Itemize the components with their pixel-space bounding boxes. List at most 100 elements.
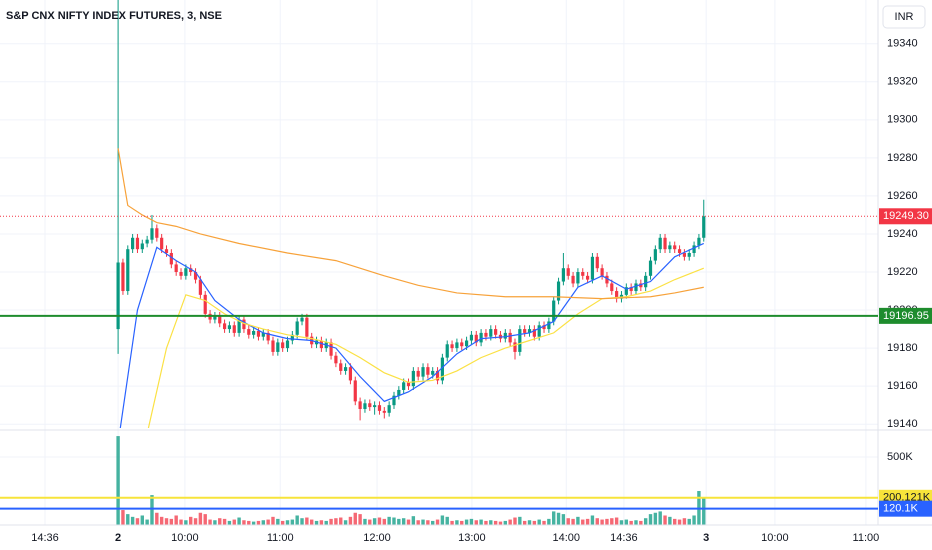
volume-bar xyxy=(435,519,440,525)
axes: 1914019160191801920019220192401926019280… xyxy=(31,38,932,544)
volume-bar xyxy=(126,514,130,525)
volume-bar xyxy=(450,520,454,525)
volume-bar xyxy=(619,520,624,525)
volume-bar xyxy=(242,520,246,525)
candle-body xyxy=(213,315,217,320)
volume-bar xyxy=(193,518,198,525)
candle-body xyxy=(668,245,672,250)
candle-body xyxy=(363,403,367,409)
volume-bar xyxy=(339,517,343,525)
y2-tick-label: 500K xyxy=(887,451,913,463)
volume-bar xyxy=(566,518,570,525)
volume-bar xyxy=(334,518,338,525)
volume-bar xyxy=(682,518,687,525)
candle-body xyxy=(576,272,580,284)
x-tick-label: 10:00 xyxy=(761,532,789,544)
candle-body xyxy=(653,249,657,261)
volume-bar xyxy=(431,520,435,525)
candle-body xyxy=(252,330,256,335)
volume-bar xyxy=(290,519,295,525)
candle-body xyxy=(135,237,140,250)
chart-title: S&P CNX NIFTY INDEX FUTURES, 3, NSE xyxy=(6,10,222,22)
currency-button[interactable] xyxy=(882,5,926,29)
volume-bar xyxy=(518,516,522,525)
candle-body xyxy=(677,249,682,253)
volume-bar xyxy=(295,515,299,525)
candle-body xyxy=(329,342,333,356)
volume-bar xyxy=(576,516,580,525)
candle-body xyxy=(489,329,493,337)
candle-body xyxy=(411,370,415,387)
volume-bar xyxy=(218,518,222,525)
candle-body xyxy=(629,287,633,292)
candle-body xyxy=(610,283,614,292)
candle-body xyxy=(644,275,648,288)
y-tick-label: 19240 xyxy=(887,228,918,240)
price-label: 19249.30 xyxy=(883,210,929,222)
candle-body xyxy=(266,332,270,341)
candle-body xyxy=(484,332,488,337)
x-tick-label: 14:00 xyxy=(553,532,581,544)
volume-bar xyxy=(377,517,382,525)
volume-bar xyxy=(663,515,667,525)
volume-bar xyxy=(585,518,590,525)
candle-body xyxy=(702,216,706,238)
candle-body xyxy=(663,237,667,250)
candle-body xyxy=(503,332,507,339)
candle-body xyxy=(179,272,183,276)
x-tick-label: 14:36 xyxy=(610,532,638,544)
volume-bar xyxy=(116,436,120,525)
candle-body xyxy=(392,395,396,406)
volume-bar xyxy=(460,520,464,525)
candle-body xyxy=(319,340,323,349)
volume-bar xyxy=(561,514,566,525)
x-tick-label: 10:00 xyxy=(171,532,199,544)
volume-bar xyxy=(363,518,367,525)
volume-bar xyxy=(256,520,261,525)
volume-bar xyxy=(266,519,270,525)
candle-body xyxy=(561,268,565,282)
candle-body xyxy=(673,245,677,250)
candle-body xyxy=(624,287,628,295)
volume-bar xyxy=(498,521,503,525)
y-tick-label: 19220 xyxy=(887,266,918,278)
volume-bar xyxy=(382,518,387,525)
candle-body xyxy=(261,332,265,337)
candle-body xyxy=(184,268,188,276)
candle-body xyxy=(508,332,512,343)
volume-bar xyxy=(319,520,324,525)
candle-body xyxy=(232,325,236,333)
volume-bar xyxy=(600,519,604,525)
ma-line xyxy=(117,148,704,300)
volume-bar xyxy=(513,517,517,525)
candle-body xyxy=(343,367,348,371)
candle-body xyxy=(416,370,420,377)
volume-bar xyxy=(527,520,532,525)
volume-bar xyxy=(222,518,227,525)
candle-body xyxy=(615,291,619,299)
candle-body xyxy=(150,228,154,240)
candle-body xyxy=(305,317,309,337)
volume-bar xyxy=(474,520,478,525)
candle-body xyxy=(382,410,386,413)
volume-bar xyxy=(145,519,149,525)
volume-bar xyxy=(203,514,207,525)
volume-bar xyxy=(237,517,241,525)
candle-body xyxy=(160,237,164,250)
volume-bar xyxy=(445,516,449,525)
candle-body xyxy=(276,342,280,352)
volume-bar xyxy=(411,516,416,525)
x-tick-label: 3 xyxy=(703,532,709,544)
candle-body xyxy=(377,405,382,411)
volume-bar xyxy=(285,520,290,525)
volume-bar xyxy=(673,518,677,525)
volume-bar xyxy=(329,518,333,525)
volume-bar xyxy=(353,512,357,525)
currency-label[interactable]: INR xyxy=(895,11,914,23)
candle-body xyxy=(387,405,391,413)
candle-body xyxy=(479,332,483,343)
volume-bar xyxy=(643,518,648,525)
candle-body xyxy=(585,275,590,280)
